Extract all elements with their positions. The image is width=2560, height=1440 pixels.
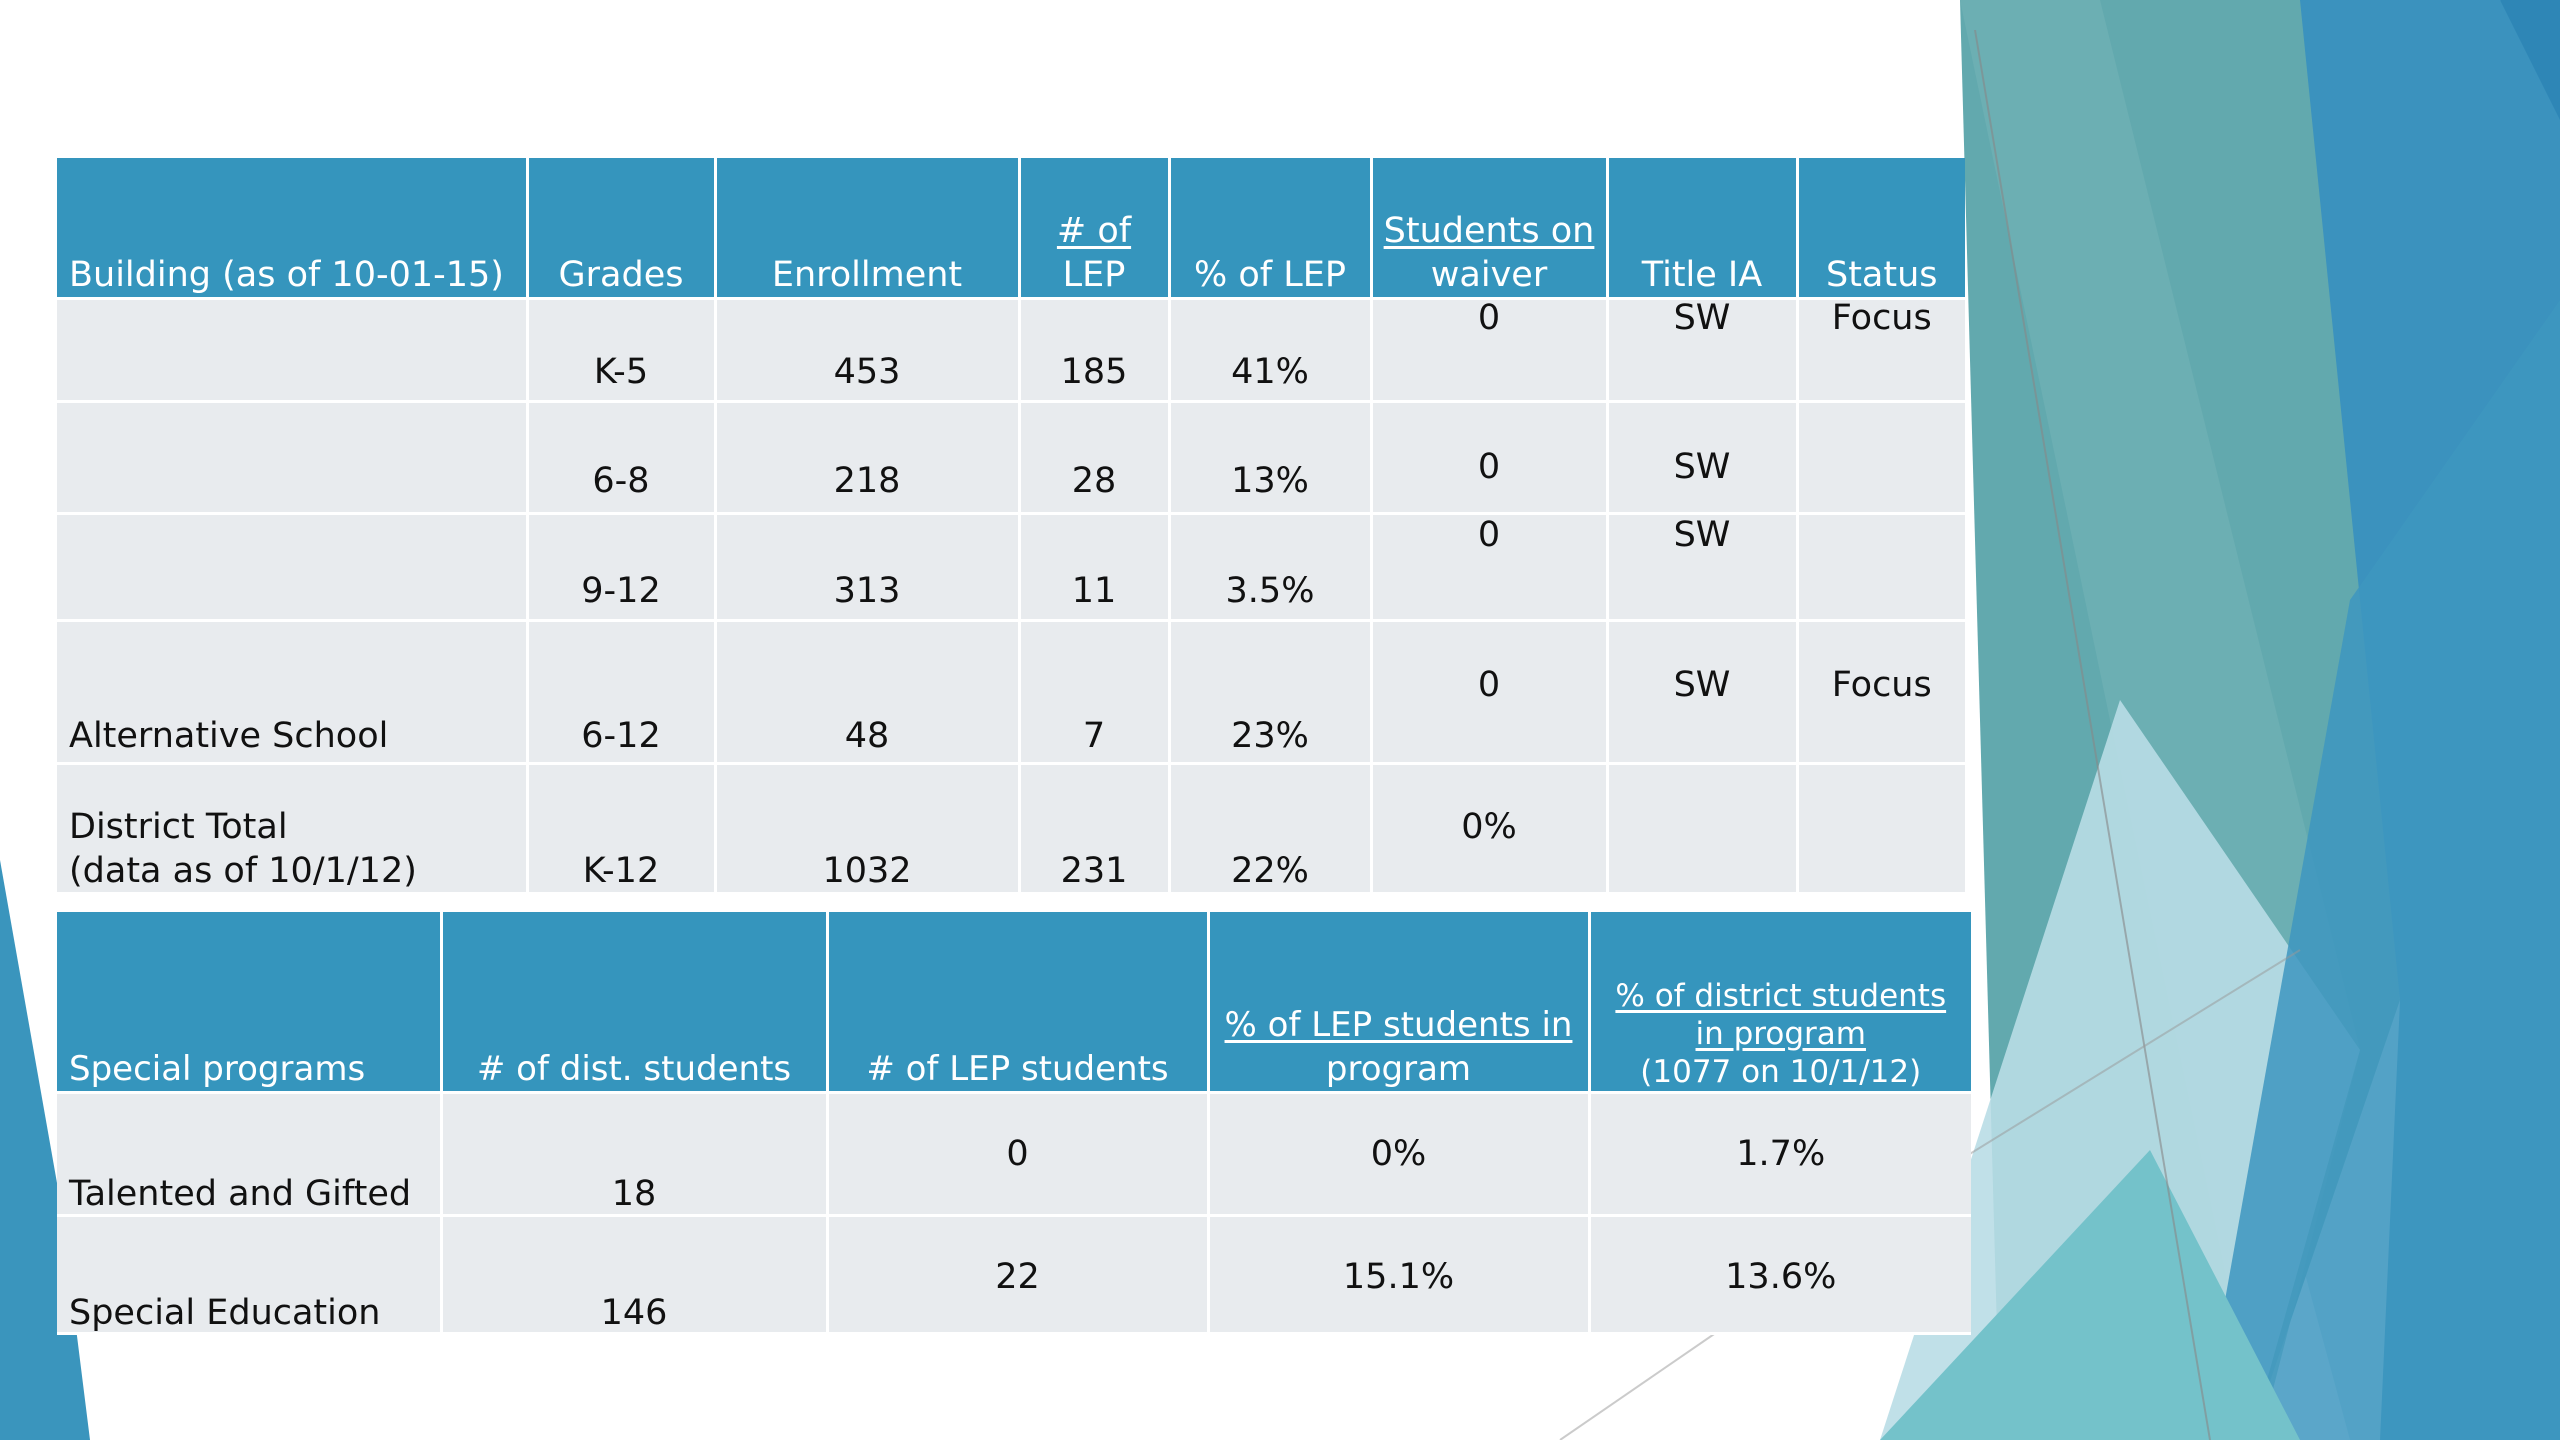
header-grades: Grades <box>527 158 717 300</box>
table-row: 9-12 313 11 3.5% 0 SW <box>57 513 1965 622</box>
header-special-programs: Special programs <box>57 912 443 1094</box>
cell-lep: 28 <box>1019 401 1171 515</box>
table-row: 6-8 218 28 13% 0 SW <box>57 401 1965 515</box>
cell-lep-students: 0 <box>827 1092 1210 1217</box>
cell-lep: 185 <box>1019 298 1171 403</box>
cell-program: Special Education <box>57 1215 443 1335</box>
cell-title-ia <box>1607 763 1799 895</box>
cell-lep: 7 <box>1019 620 1171 765</box>
cell-grades: 6-12 <box>527 620 717 765</box>
cell-pct-lep: 22% <box>1169 763 1373 895</box>
cell-pct-lep: 0% <box>1208 1092 1591 1217</box>
cell-enrollment: 48 <box>715 620 1021 765</box>
header-lep-students: # of LEP students <box>827 912 1210 1094</box>
header-pct-district-in-program: % of district students in program (1077 on… <box>1589 912 1971 1094</box>
header-status: Status <box>1797 158 1965 300</box>
cell-status <box>1797 401 1965 515</box>
cell-program: Talented and Gifted <box>57 1092 443 1217</box>
cell-status: Focus <box>1797 298 1965 403</box>
cell-building <box>57 401 529 515</box>
table-header-row: Special programs # of dist. students # o… <box>57 912 1971 1094</box>
cell-building: Alternative School <box>57 620 529 765</box>
table-row: Special Education 146 22 15.1% 13.6% <box>57 1215 1971 1335</box>
cell-waiver: 0 <box>1371 298 1609 403</box>
cell-dist-students: 18 <box>441 1092 829 1217</box>
cell-lep: 231 <box>1019 763 1171 895</box>
cell-lep: 11 <box>1019 513 1171 622</box>
header-building: Building (as of 10-01-15) <box>57 158 529 300</box>
cell-grades: 9-12 <box>527 513 717 622</box>
header-lep-count: # of LEP <box>1019 158 1171 300</box>
cell-pct-lep: 41% <box>1169 298 1373 403</box>
enrollment-table: Building (as of 10-01-15) Grades Enrollm… <box>57 158 1965 895</box>
cell-grades: 6-8 <box>527 401 717 515</box>
cell-waiver: 0 <box>1371 620 1609 765</box>
cell-building <box>57 513 529 622</box>
cell-status: Focus <box>1797 620 1965 765</box>
cell-grades: K-12 <box>527 763 717 895</box>
cell-dist-students: 146 <box>441 1215 829 1335</box>
cell-title-ia: SW <box>1607 513 1799 622</box>
header-title-ia: Title IA <box>1607 158 1799 300</box>
cell-pct-lep: 3.5% <box>1169 513 1373 622</box>
cell-pct-district: 1.7% <box>1589 1092 1971 1217</box>
cell-building <box>57 298 529 403</box>
cell-lep-students: 22 <box>827 1215 1210 1335</box>
header-enrollment: Enrollment <box>715 158 1021 300</box>
cell-pct-district: 13.6% <box>1589 1215 1971 1335</box>
cell-building: District Total (data as of 10/1/12) <box>57 763 529 895</box>
table-header-row: Building (as of 10-01-15) Grades Enrollm… <box>57 158 1965 300</box>
cell-waiver: 0 <box>1371 513 1609 622</box>
table-row: K-5 453 185 41% 0 SW Focus <box>57 298 1965 403</box>
header-waiver: Students on waiver <box>1371 158 1609 300</box>
header-pct-lep: % of LEP <box>1169 158 1373 300</box>
cell-grades: K-5 <box>527 298 717 403</box>
cell-enrollment: 218 <box>715 401 1021 515</box>
cell-status <box>1797 763 1965 895</box>
cell-title-ia: SW <box>1607 298 1799 403</box>
cell-waiver: 0% <box>1371 763 1609 895</box>
cell-status <box>1797 513 1965 622</box>
special-programs-table: Special programs # of dist. students # o… <box>57 912 1971 1335</box>
header-dist-students: # of dist. students <box>441 912 829 1094</box>
cell-waiver: 0 <box>1371 401 1609 515</box>
cell-title-ia: SW <box>1607 401 1799 515</box>
cell-enrollment: 313 <box>715 513 1021 622</box>
cell-title-ia: SW <box>1607 620 1799 765</box>
table-row: Alternative School 6-12 48 7 23% 0 SW Fo… <box>57 620 1965 765</box>
cell-pct-lep: 23% <box>1169 620 1373 765</box>
table-row: Talented and Gifted 18 0 0% 1.7% <box>57 1092 1971 1217</box>
cell-pct-lep: 15.1% <box>1208 1215 1591 1335</box>
header-pct-lep-in-program: % of LEP students in program <box>1208 912 1591 1094</box>
cell-enrollment: 1032 <box>715 763 1021 895</box>
cell-enrollment: 453 <box>715 298 1021 403</box>
table-row-total: District Total (data as of 10/1/12) K-12 … <box>57 763 1965 895</box>
cell-pct-lep: 13% <box>1169 401 1373 515</box>
